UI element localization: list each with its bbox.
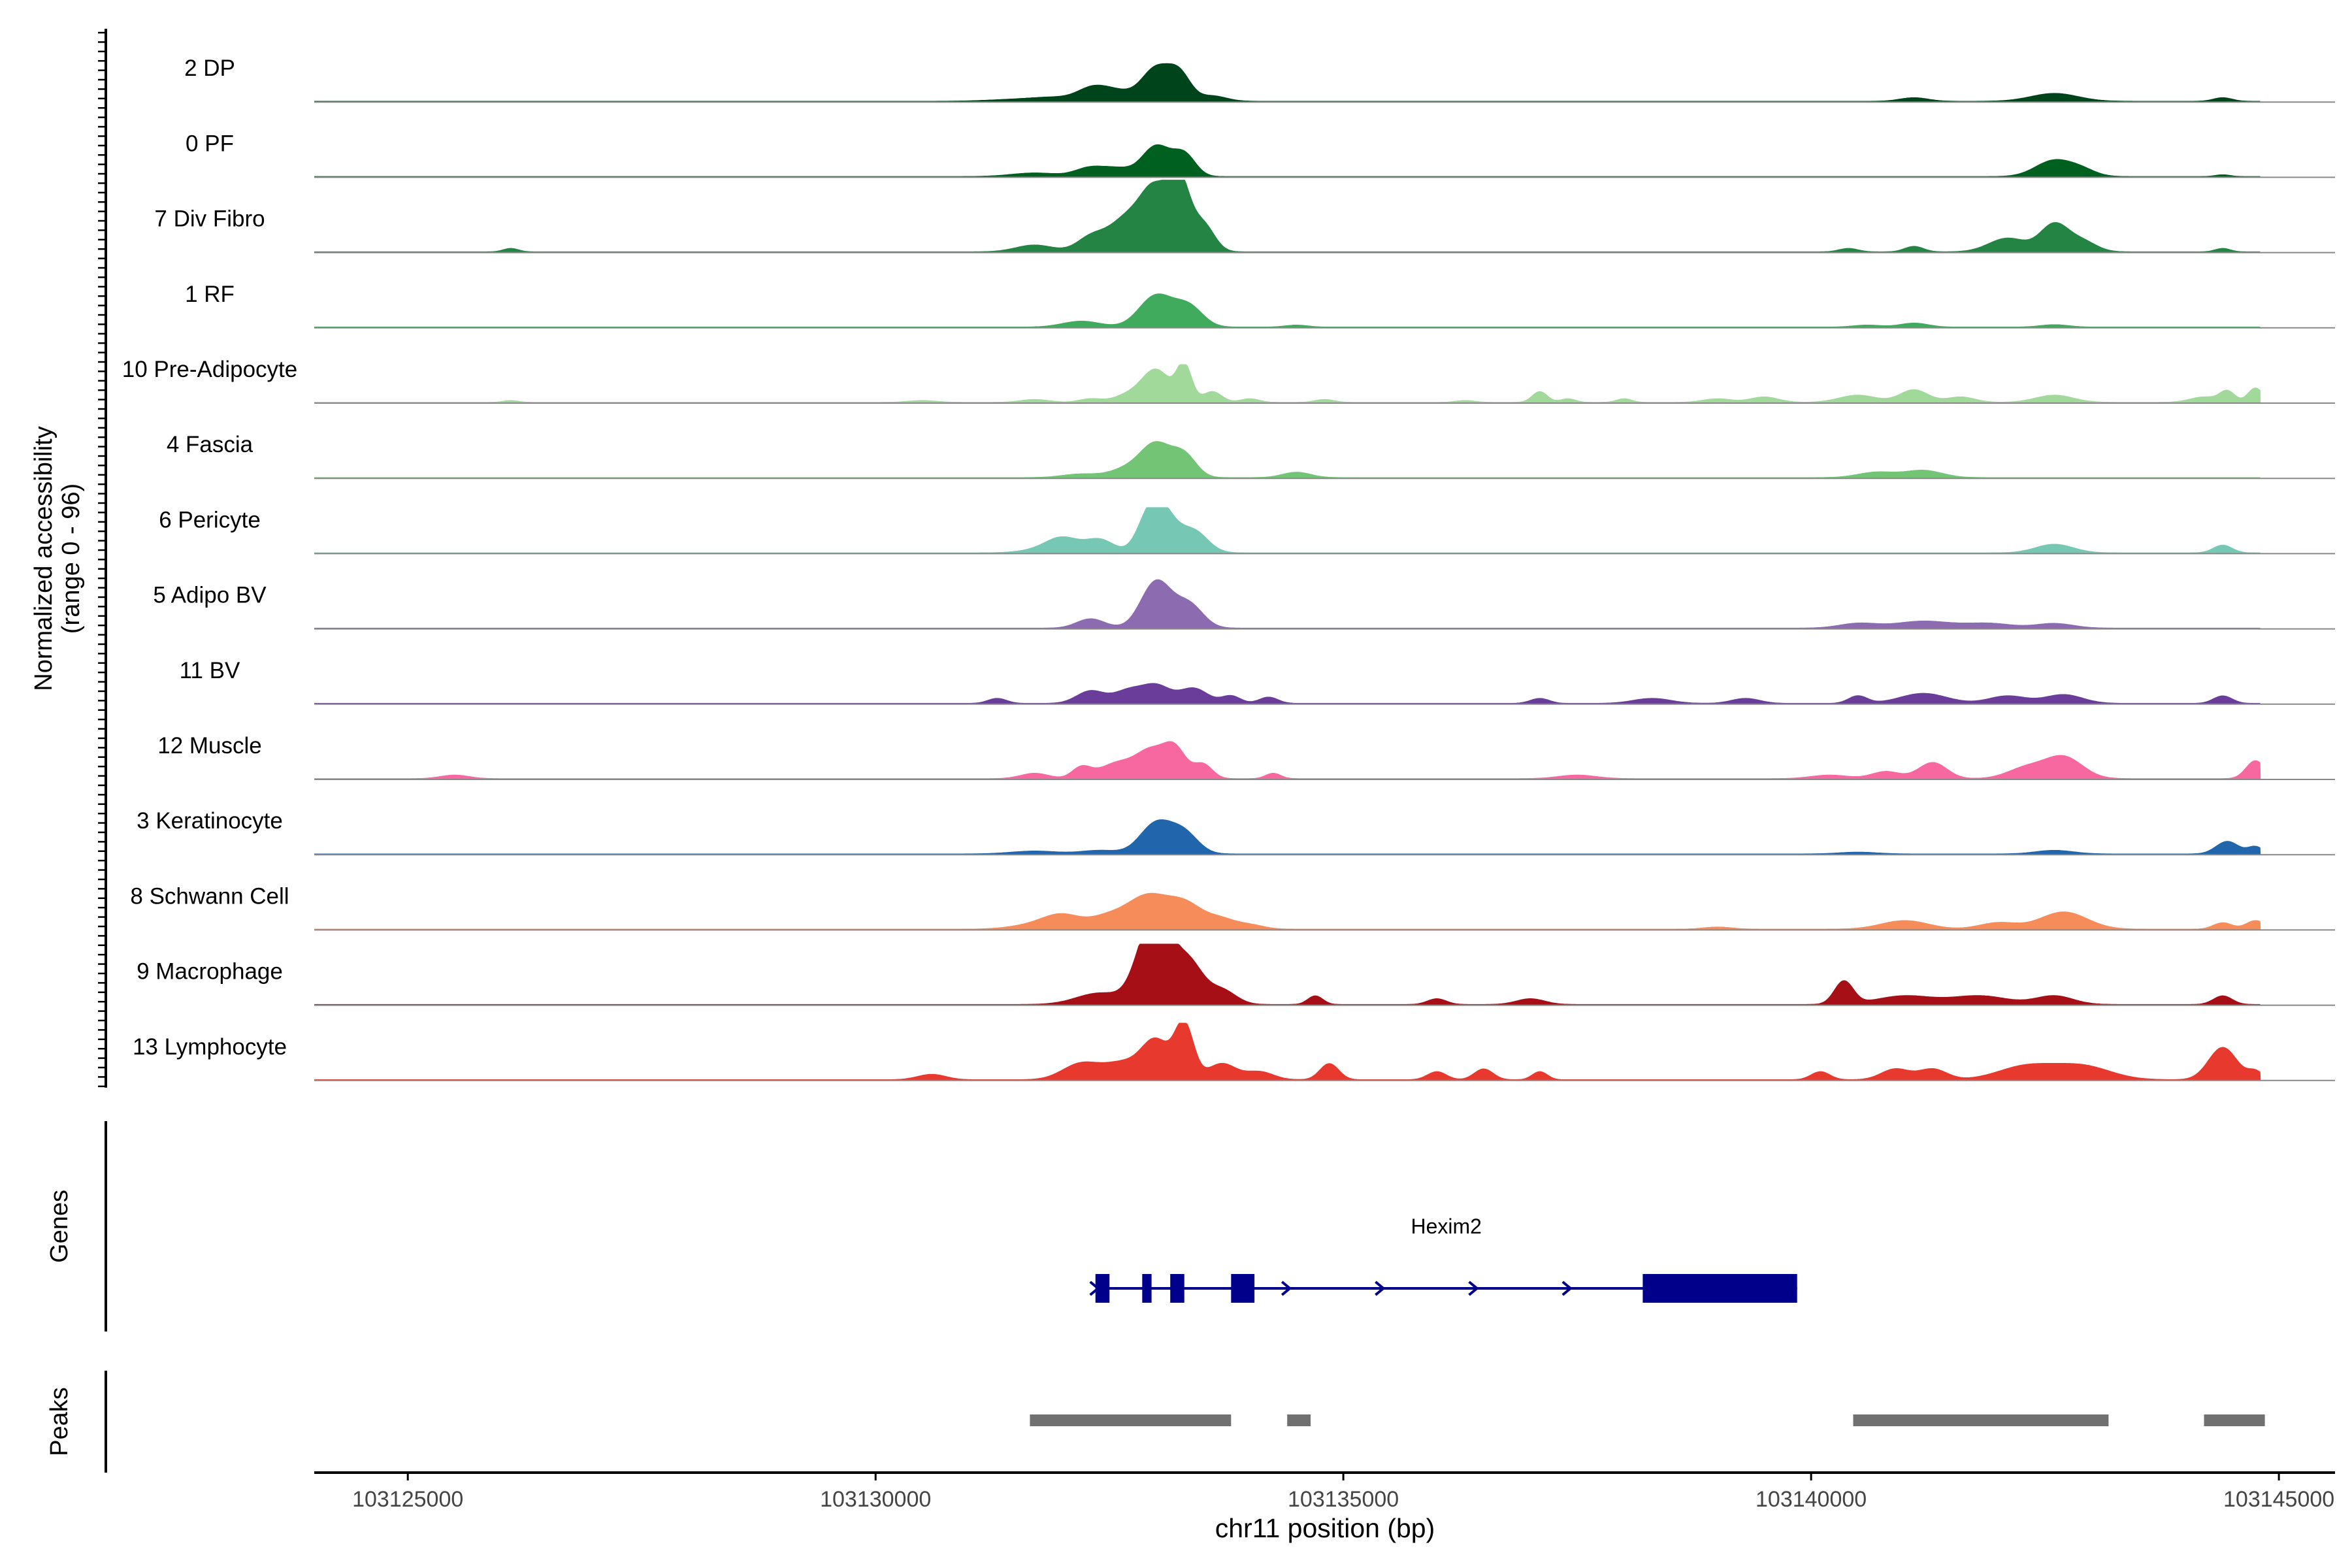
track-label-3-keratinocyte: 3 Keratinocyte — [137, 808, 283, 834]
track-label-7-div-fibro: 7 Div Fibro — [154, 206, 265, 232]
track-5-adipo-bv: 5 Adipo BV — [153, 579, 2335, 630]
coverage-area-6-pericyte — [314, 507, 2261, 554]
coverage-area-13-lymphocyte — [314, 1022, 2261, 1081]
peak-region — [2204, 1414, 2265, 1426]
track-7-div-fibro: 7 Div Fibro — [154, 180, 2335, 253]
gene-exon — [1142, 1274, 1152, 1303]
track-3-keratinocyte: 3 Keratinocyte — [137, 808, 2335, 856]
accessibility-y-axis — [98, 29, 107, 1088]
coverage-area-11-bv — [314, 683, 2261, 704]
x-tick-label: 103135000 — [1288, 1487, 1399, 1512]
coverage-area-9-macrophage — [314, 943, 2261, 1005]
track-label-6-pericyte: 6 Pericyte — [159, 507, 261, 532]
track-label-10-pre-adipocyte: 10 Pre-Adipocyte — [122, 357, 297, 382]
track-9-macrophage: 9 Macrophage — [137, 943, 2335, 1006]
track-label-2-dp: 2 DP — [184, 56, 235, 81]
genes-label: Genes — [46, 1190, 73, 1263]
y-axis-label-line2: (range 0 - 96) — [57, 483, 85, 634]
gene-model — [1089, 1274, 1797, 1303]
track-0-pf: 0 PF — [186, 131, 2335, 178]
track-label-9-macrophage: 9 Macrophage — [137, 959, 283, 985]
peak-region — [1853, 1414, 2109, 1426]
track-2-dp: 2 DP — [184, 56, 2335, 103]
gene-strand-arrow — [1468, 1281, 1479, 1296]
gene-exon — [1170, 1274, 1184, 1303]
track-label-11-bv: 11 BV — [180, 658, 240, 683]
track-label-5-adipo-bv: 5 Adipo BV — [153, 583, 267, 608]
x-axis: 103125000 103130000 103135000 103140000 1031… — [314, 1471, 2335, 1512]
peaks-panel: Peaks — [46, 1371, 2265, 1473]
coverage-area-1-rf — [314, 293, 2261, 328]
y-axis-label-line1: Normalized accessibility — [30, 426, 57, 691]
gene-strand-arrow — [1375, 1281, 1386, 1296]
track-12-muscle: 12 Muscle — [157, 733, 2335, 780]
track-11-bv: 11 BV — [180, 658, 2335, 705]
gene-name-label: Hexim2 — [1411, 1215, 1481, 1238]
gene-strand-arrow — [1281, 1281, 1292, 1296]
peaks-label: Peaks — [46, 1387, 73, 1456]
track-4-fascia: 4 Fascia — [167, 432, 2335, 480]
track-13-lymphocyte: 13 Lymphocyte — [133, 1022, 2335, 1081]
coverage-area-12-muscle — [314, 741, 2261, 779]
peak-regions — [1030, 1414, 2265, 1426]
gene-exon — [1095, 1274, 1110, 1303]
coverage-area-8-schwann-cell — [314, 892, 2261, 930]
coverage-area-7-div-fibro — [314, 180, 2261, 253]
track-1-rf: 1 RF — [185, 282, 2335, 329]
gene-strand-arrow — [1561, 1281, 1573, 1296]
coverage-area-10-pre-adipocyte — [314, 364, 2261, 403]
track-8-schwann-cell: 8 Schwann Cell — [130, 883, 2335, 931]
gene-exon — [1642, 1274, 1797, 1303]
gene-strand-arrow — [1089, 1281, 1100, 1296]
x-tick-label: 103130000 — [820, 1487, 931, 1512]
coverage-area-0-pf — [314, 144, 2261, 178]
x-tick-label: 103145000 — [2223, 1487, 2334, 1512]
track-label-4-fascia: 4 Fascia — [167, 432, 253, 457]
accessibility-tracks: 2 DP 0 PF 7 Div Fibro 1 RF 10 Pre-Adipocyte 4… — [122, 56, 2335, 1081]
track-label-13-lymphocyte: 13 Lymphocyte — [133, 1034, 287, 1060]
gene-exon — [1231, 1274, 1255, 1303]
coverage-area-4-fascia — [314, 441, 2261, 478]
track-label-8-schwann-cell: 8 Schwann Cell — [130, 883, 289, 909]
coverage-area-5-adipo-bv — [314, 579, 2261, 629]
track-6-pericyte: 6 Pericyte — [159, 507, 2335, 555]
track-label-1-rf: 1 RF — [185, 282, 235, 307]
coverage-area-3-keratinocyte — [314, 819, 2261, 855]
peak-region — [1287, 1414, 1311, 1426]
track-10-pre-adipocyte: 10 Pre-Adipocyte — [122, 357, 2335, 404]
x-tick-label: 103140000 — [1756, 1487, 1867, 1512]
x-axis-title: chr11 position (bp) — [1215, 1513, 1435, 1543]
track-label-12-muscle: 12 Muscle — [157, 733, 262, 759]
genes-panel: Genes Hexim2 — [46, 1121, 1797, 1331]
coverage-area-2-dp — [314, 63, 2261, 102]
x-tick-label: 103125000 — [352, 1487, 463, 1512]
track-label-0-pf: 0 PF — [186, 131, 234, 156]
peak-region — [1030, 1414, 1232, 1426]
